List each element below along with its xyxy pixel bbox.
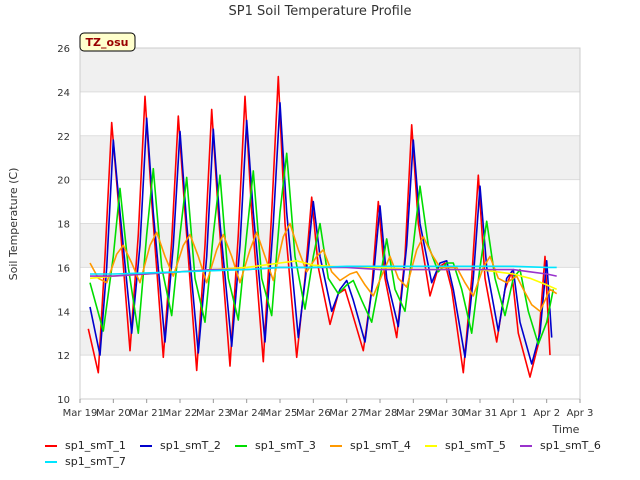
y-tick-label: 26 bbox=[57, 44, 70, 55]
x-tick-label: Apr 2 bbox=[533, 408, 560, 419]
y-tick-label: 10 bbox=[57, 395, 70, 406]
y-tick-label: 16 bbox=[57, 263, 70, 274]
legend-label: sp1_smT_3 bbox=[255, 439, 316, 452]
y-tick-label: 24 bbox=[57, 88, 70, 99]
plot-band bbox=[80, 311, 580, 356]
legend-label: sp1_smT_6 bbox=[540, 439, 601, 452]
legend-swatch bbox=[330, 444, 342, 447]
legend-item-sp1-smT-3: sp1_smT_3 bbox=[235, 439, 316, 452]
x-tick-label: Mar 28 bbox=[363, 408, 398, 419]
site-annotation: TZ_osu bbox=[79, 32, 136, 52]
x-axis-label: Time bbox=[552, 423, 580, 436]
x-tick-label: Apr 1 bbox=[500, 408, 527, 419]
x-tick-label: Mar 23 bbox=[196, 408, 231, 419]
y-tick-label: 12 bbox=[57, 351, 70, 362]
legend-swatch bbox=[140, 444, 152, 447]
legend-item-sp1-smT-4: sp1_smT_4 bbox=[330, 439, 411, 452]
legend-label: sp1_smT_4 bbox=[350, 439, 411, 452]
annotation-text: TZ_osu bbox=[86, 36, 129, 49]
legend-item-sp1-smT-5: sp1_smT_5 bbox=[425, 439, 506, 452]
x-tick-label: Mar 19 bbox=[63, 408, 98, 419]
y-axis-label: Soil Temperature (C) bbox=[7, 168, 20, 281]
x-tick-label: Mar 31 bbox=[463, 408, 498, 419]
legend-item-sp1-smT-6: sp1_smT_6 bbox=[520, 439, 601, 452]
x-tick-label: Mar 20 bbox=[96, 408, 131, 419]
y-tick-label: 20 bbox=[57, 176, 70, 187]
x-tick-label: Mar 26 bbox=[296, 408, 331, 419]
y-tick-label: 22 bbox=[57, 132, 70, 143]
x-tick-label: Mar 29 bbox=[396, 408, 431, 419]
plot-band bbox=[80, 135, 580, 180]
y-tick-label: 14 bbox=[57, 307, 70, 318]
legend-label: sp1_smT_1 bbox=[65, 439, 126, 452]
legend-swatch bbox=[425, 444, 437, 447]
plot-frame bbox=[79, 47, 581, 400]
x-tick-label: Mar 21 bbox=[129, 408, 164, 419]
legend-label: sp1_smT_7 bbox=[65, 455, 126, 468]
legend-label: sp1_smT_5 bbox=[445, 439, 506, 452]
legend-item-sp1-smT-2: sp1_smT_2 bbox=[140, 439, 221, 452]
x-tick-label: Mar 22 bbox=[163, 408, 198, 419]
series-line-sp1-smT-2 bbox=[89, 102, 553, 365]
legend-item-sp1-smT-1: sp1_smT_1 bbox=[45, 439, 126, 452]
legend-swatch bbox=[235, 444, 247, 447]
chart-legend: sp1_smT_1 sp1_smT_2 sp1_smT_3 sp1_smT_4 sp1_… bbox=[0, 433, 640, 473]
series-line-sp1-smT-7 bbox=[90, 265, 557, 275]
y-tick-label: 18 bbox=[57, 220, 70, 231]
x-tick-label: Mar 30 bbox=[429, 408, 464, 419]
x-tick-label: Mar 24 bbox=[229, 408, 264, 419]
series-line-sp1-smT-4 bbox=[89, 222, 558, 313]
legend-label: sp1_smT_2 bbox=[160, 439, 221, 452]
legend-item-sp1-smT-7: sp1_smT_7 bbox=[45, 455, 126, 468]
y-axis-ticks: 10 12 14 16 18 20 22 24 26 bbox=[57, 44, 70, 406]
x-tick-label: Apr 3 bbox=[567, 408, 594, 419]
plot-band bbox=[80, 223, 580, 268]
plot-band bbox=[80, 48, 580, 92]
legend-swatch bbox=[45, 460, 57, 463]
series-lines bbox=[87, 75, 558, 378]
legend-swatch bbox=[520, 444, 532, 447]
x-tick-label: Mar 27 bbox=[329, 408, 364, 419]
legend-swatch bbox=[45, 444, 57, 447]
x-tick-label: Mar 25 bbox=[263, 408, 298, 419]
annotation-background bbox=[79, 32, 136, 52]
chart-title: SP1 Soil Temperature Profile bbox=[229, 4, 412, 19]
